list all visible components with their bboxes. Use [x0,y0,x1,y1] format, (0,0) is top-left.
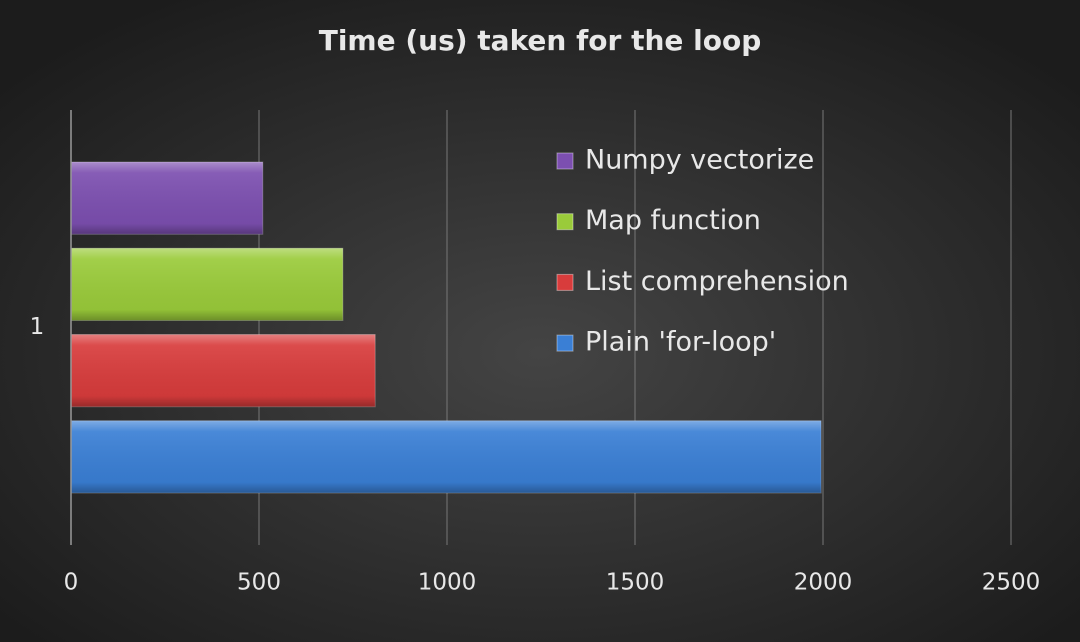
bar-shine [71,248,343,321]
bar-shine [71,334,376,407]
bar-shine [71,420,822,493]
chart-title: Time (us) taken for the loop [319,24,762,57]
x-tick-label: 0 [64,570,79,596]
legend-swatch [556,152,574,170]
x-tick-label: 1000 [418,570,477,596]
legend-swatch [556,213,574,231]
x-tick-label: 1500 [606,570,665,596]
legend-label: Map function [585,205,761,236]
legend-swatch [556,273,574,291]
legend-label: Plain 'for-loop' [585,327,776,358]
x-tick-label: 2000 [794,570,853,596]
legend-label: Numpy vectorize [585,145,814,176]
y-tick-label: 1 [30,314,45,340]
bar-shine [71,162,263,235]
x-tick-label: 500 [237,570,281,596]
legend-swatch [556,334,574,352]
x-tick-label: 2500 [982,570,1041,596]
legend-label: List comprehension [585,266,849,297]
